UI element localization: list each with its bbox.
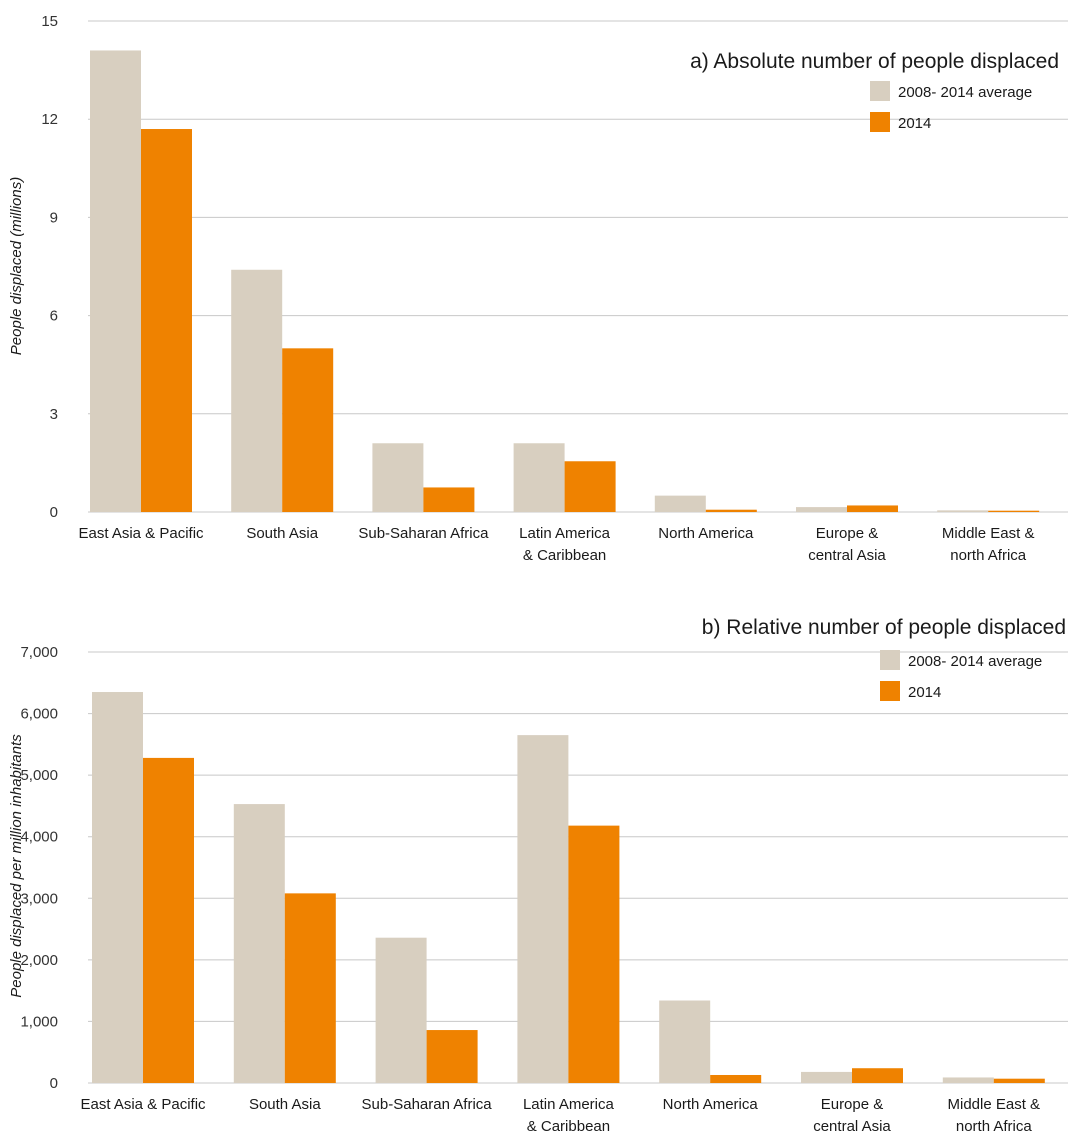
bar-average bbox=[517, 735, 569, 1083]
category-label-line: East Asia & Pacific bbox=[78, 525, 204, 542]
category-label: South Asia bbox=[249, 1096, 321, 1113]
chart-panel-b: 0 1,000 2,000 3,000 4,000 5,000 6,000 7,000 East… bbox=[8, 616, 1068, 1135]
y-tick-label: 2,000 bbox=[20, 952, 58, 969]
category-label: Middle East & north Africa bbox=[942, 525, 1035, 564]
y-tick-label: 0 bbox=[50, 1075, 58, 1092]
category-label-line: north Africa bbox=[956, 1118, 1033, 1135]
legend-swatch bbox=[870, 81, 890, 101]
y-tick-label: 3,000 bbox=[20, 890, 58, 907]
category-label: Europe & central Asia bbox=[813, 1096, 891, 1135]
category-label-line: North America bbox=[663, 1096, 759, 1113]
category-label-line: & Caribbean bbox=[523, 547, 606, 564]
category-label-line: Latin America bbox=[519, 525, 611, 542]
bar-average bbox=[90, 50, 141, 513]
bar-2014 bbox=[568, 825, 620, 1083]
y-axis-label: People displaced (millions) bbox=[8, 177, 25, 355]
bar-average bbox=[231, 269, 283, 512]
bar-average bbox=[233, 804, 285, 1083]
legend-swatch bbox=[870, 112, 890, 132]
bar-2014 bbox=[426, 1030, 478, 1083]
bar-2014 bbox=[710, 1074, 762, 1083]
category-label-line: East Asia & Pacific bbox=[80, 1096, 206, 1113]
bar-average bbox=[801, 1071, 852, 1083]
y-tick-label: 5,000 bbox=[20, 767, 58, 784]
legend-label: 2014 bbox=[898, 115, 931, 132]
legend-swatch bbox=[880, 650, 900, 670]
legend-label: 2014 bbox=[908, 684, 941, 701]
bar-average bbox=[513, 443, 565, 512]
y-tick-label: 12 bbox=[41, 111, 58, 128]
bar-average bbox=[92, 692, 143, 1083]
category-label-line: Europe & bbox=[816, 525, 879, 542]
category-label: Sub-Saharan Africa bbox=[358, 525, 489, 542]
y-tick-label: 15 bbox=[41, 13, 58, 30]
category-label: Europe & central Asia bbox=[808, 525, 886, 564]
bar-2014 bbox=[141, 129, 192, 512]
bar-average bbox=[654, 495, 706, 512]
category-label-line: & Caribbean bbox=[527, 1118, 610, 1135]
category-label: Middle East & north Africa bbox=[948, 1096, 1041, 1135]
legend-swatch bbox=[880, 681, 900, 701]
category-label-line: central Asia bbox=[808, 547, 886, 564]
chart-title: b) Relative number of people displaced bbox=[702, 616, 1066, 639]
category-label: East Asia & Pacific bbox=[80, 1096, 206, 1113]
y-tick-label: 6 bbox=[50, 308, 58, 325]
category-label-line: North America bbox=[658, 525, 754, 542]
y-axis-label: People displaced per million inhabitants bbox=[8, 734, 25, 998]
bar-average bbox=[375, 937, 427, 1083]
category-label-line: Sub-Saharan Africa bbox=[358, 525, 489, 542]
category-label-line: Sub-Saharan Africa bbox=[362, 1096, 493, 1113]
bar-2014 bbox=[705, 509, 757, 512]
y-tick-label: 4,000 bbox=[20, 829, 58, 846]
y-tick-label: 3 bbox=[50, 406, 58, 423]
category-label-line: South Asia bbox=[249, 1096, 321, 1113]
category-label: Latin America & Caribbean bbox=[523, 1096, 615, 1135]
category-label-line: central Asia bbox=[813, 1118, 891, 1135]
legend-label: 2008- 2014 average bbox=[898, 84, 1032, 101]
category-label: South Asia bbox=[246, 525, 318, 542]
bar-2014 bbox=[143, 757, 194, 1083]
category-label: North America bbox=[658, 525, 754, 542]
bar-2014 bbox=[993, 1078, 1045, 1083]
y-tick-label: 0 bbox=[50, 504, 58, 521]
legend-label: 2008- 2014 average bbox=[908, 653, 1042, 670]
category-label-line: South Asia bbox=[246, 525, 318, 542]
bar-2014 bbox=[284, 893, 336, 1083]
category-label: North America bbox=[663, 1096, 759, 1113]
y-tick-label: 7,000 bbox=[20, 644, 58, 661]
bar-2014 bbox=[847, 505, 898, 512]
category-label-line: north Africa bbox=[950, 547, 1027, 564]
category-label: Sub-Saharan Africa bbox=[362, 1096, 493, 1113]
category-label: Latin America & Caribbean bbox=[519, 525, 611, 564]
y-tick-label: 9 bbox=[50, 209, 58, 226]
bar-2014 bbox=[988, 510, 1040, 512]
y-tick-label: 6,000 bbox=[20, 706, 58, 723]
chart-panel-a: 0 3 6 9 12 15 East Asia & Pacific South Asia Sub… bbox=[8, 13, 1068, 564]
bar-average bbox=[659, 1000, 711, 1083]
bar-2014 bbox=[423, 487, 475, 512]
category-label-line: Middle East & bbox=[942, 525, 1035, 542]
bar-2014 bbox=[564, 461, 616, 512]
bar-2014 bbox=[282, 348, 334, 512]
category-label: East Asia & Pacific bbox=[78, 525, 204, 542]
bar-average bbox=[942, 1077, 994, 1083]
y-tick-label: 1,000 bbox=[20, 1013, 58, 1030]
bar-2014 bbox=[852, 1068, 903, 1083]
bar-average bbox=[372, 443, 424, 512]
category-label-line: Latin America bbox=[523, 1096, 615, 1113]
chart-title: a) Absolute number of people displaced bbox=[690, 50, 1059, 73]
bar-average bbox=[796, 507, 847, 512]
category-label-line: Europe & bbox=[821, 1096, 884, 1113]
category-label-line: Middle East & bbox=[948, 1096, 1041, 1113]
bar-average bbox=[937, 510, 989, 512]
